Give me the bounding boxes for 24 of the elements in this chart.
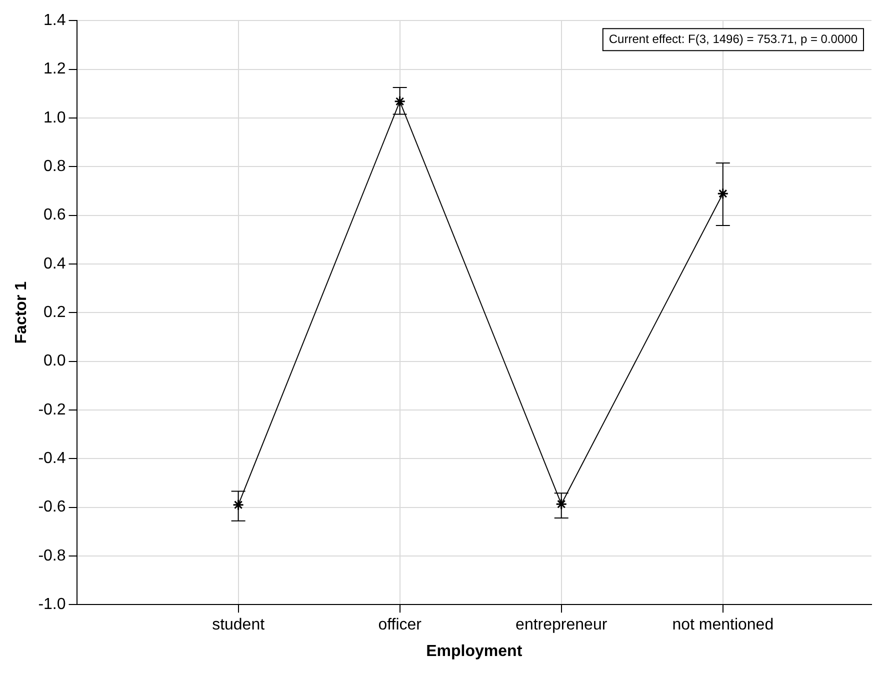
y-tick-label: -0.8 [38, 547, 66, 564]
y-tick-label: 0.6 [44, 206, 66, 224]
y-tick-label: 0.8 [44, 158, 66, 176]
y-tick-label: -0.4 [38, 450, 66, 468]
x-tick-label: student [212, 616, 266, 634]
point [394, 96, 406, 108]
y-tick-label: 1.2 [44, 60, 66, 78]
y-tick-label: -1.0 [38, 596, 66, 614]
y-tick-label: -0.2 [38, 401, 66, 418]
point [232, 499, 244, 511]
y-tick-label: 0.4 [44, 255, 66, 272]
x-tick-label: not mentioned [672, 616, 774, 634]
x-axis-title: Employment [426, 642, 523, 660]
y-tick-label: -0.6 [38, 498, 66, 516]
y-tick-label: 0.0 [44, 352, 66, 370]
x-tick-label: entrepreneur [516, 616, 608, 634]
annotation: Current effect: F(3, 1496) = 753.71, p = 0.0000 [608, 32, 858, 46]
y-axis-title: Factor 1 [13, 281, 30, 344]
y-tick-label: 1.0 [44, 109, 66, 126]
point [556, 498, 568, 510]
y-tick-label: 0.2 [44, 304, 66, 322]
y-tick-label: 1.4 [44, 12, 66, 30]
point [717, 188, 729, 200]
x-tick-label: officer [378, 616, 422, 634]
